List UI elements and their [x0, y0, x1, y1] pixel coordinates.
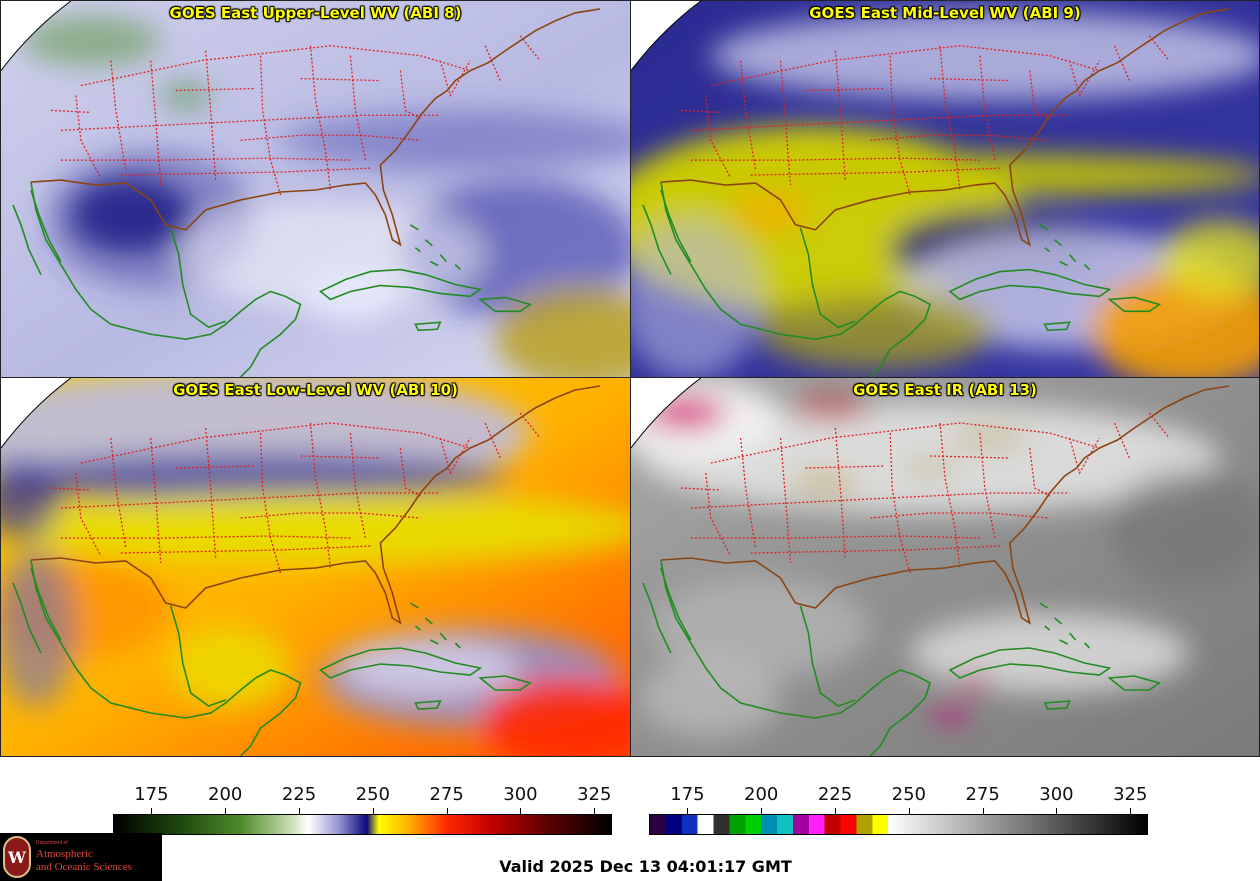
colorbar-tick — [835, 808, 837, 814]
us-coastline — [30, 385, 601, 625]
state-boundaries — [50, 35, 541, 196]
colorbar-tick — [372, 808, 374, 814]
mexico-caribbean-coastline — [12, 559, 532, 756]
colorbar-tick-label: 175 — [670, 784, 705, 805]
logo-dept-text: Department of — [36, 840, 68, 846]
space-corner — [1, 1, 71, 71]
us-coastline — [660, 385, 1230, 625]
colorbar-tick-label: 325 — [1113, 784, 1148, 805]
colorbar-tick-label: 225 — [281, 784, 317, 805]
panel-title: GOES East Low-Level WV (ABI 10) — [173, 381, 458, 399]
low-level-wv-map — [1, 378, 630, 756]
panel-title: GOES East Mid-Level WV (ABI 9) — [809, 4, 1081, 22]
space-corner — [631, 1, 701, 71]
ir-panel: GOES East IR (ABI 13) — [630, 377, 1260, 757]
colorbar-tick — [225, 808, 227, 814]
colorbar-tick-label: 325 — [577, 784, 612, 805]
state-boundaries — [50, 412, 541, 574]
panel-title: GOES East IR (ABI 13) — [853, 381, 1037, 399]
mid-level-wv-map — [631, 1, 1259, 377]
logo-line2: and Oceanic Sciences — [36, 861, 132, 873]
ir-colorbar-gradient — [649, 814, 1148, 835]
colorbar-tick — [151, 808, 153, 814]
colorbar-tick — [982, 808, 984, 814]
colorbar-tick — [1056, 808, 1058, 814]
colorbar-tick-label: 300 — [1039, 784, 1074, 805]
colorbar-tick — [687, 808, 689, 814]
imagery-features — [1, 378, 630, 756]
ir-map — [631, 378, 1259, 756]
low-level-wv-panel: GOES East Low-Level WV (ABI 10) — [0, 377, 631, 757]
aos-logo: W Department of Atmospheric and Oceanic … — [0, 833, 162, 881]
colorbar-tick-label: 175 — [134, 784, 169, 805]
panel-title: GOES East Upper-Level WV (ABI 8) — [169, 4, 462, 22]
space-corner — [631, 378, 701, 448]
wv-colorbar: 175 200 225 250 275 300 325 — [113, 784, 612, 836]
colorbar-tick-label: 275 — [429, 784, 464, 805]
colorbar-tick — [908, 808, 910, 814]
ir-colorbar: 175 200 225 250 275 300 325 — [649, 784, 1148, 836]
upper-level-wv-map — [1, 1, 630, 377]
us-coastline — [660, 8, 1230, 247]
colorbar-tick-label: 250 — [355, 784, 391, 805]
mexico-caribbean-coastline — [12, 181, 532, 377]
colorbar-tick-label: 250 — [891, 784, 927, 805]
colorbar-tick-label: 300 — [503, 784, 538, 805]
space-corner — [1, 378, 71, 448]
wv-colorbar-gradient — [113, 814, 612, 835]
uw-seal-icon: W — [3, 836, 31, 878]
logo-line1: Atmospheric — [36, 848, 93, 860]
colorbar-tick — [1130, 808, 1132, 814]
colorbar-tick — [520, 808, 522, 814]
colorbar-tick — [594, 808, 596, 814]
colorbar-tick-label: 200 — [744, 784, 779, 805]
colorbar-tick — [761, 808, 763, 814]
colorbar-tick — [446, 808, 448, 814]
mexico-caribbean-coastline — [642, 181, 1162, 377]
valid-time: Valid 2025 Dec 13 04:01:17 GMT — [499, 857, 792, 876]
colorbar-tick-label: 275 — [965, 784, 1000, 805]
us-coastline — [30, 8, 601, 247]
colorbar-tick-label: 200 — [208, 784, 243, 805]
colorbar-tick — [299, 808, 301, 814]
colorbar-tick-label: 225 — [817, 784, 853, 805]
mexico-caribbean-coastline — [642, 559, 1162, 756]
mid-level-wv-panel: GOES East Mid-Level WV (ABI 9) — [630, 0, 1260, 378]
imagery-features — [631, 10, 1259, 377]
upper-level-wv-panel: GOES East Upper-Level WV (ABI 8) — [0, 0, 631, 378]
